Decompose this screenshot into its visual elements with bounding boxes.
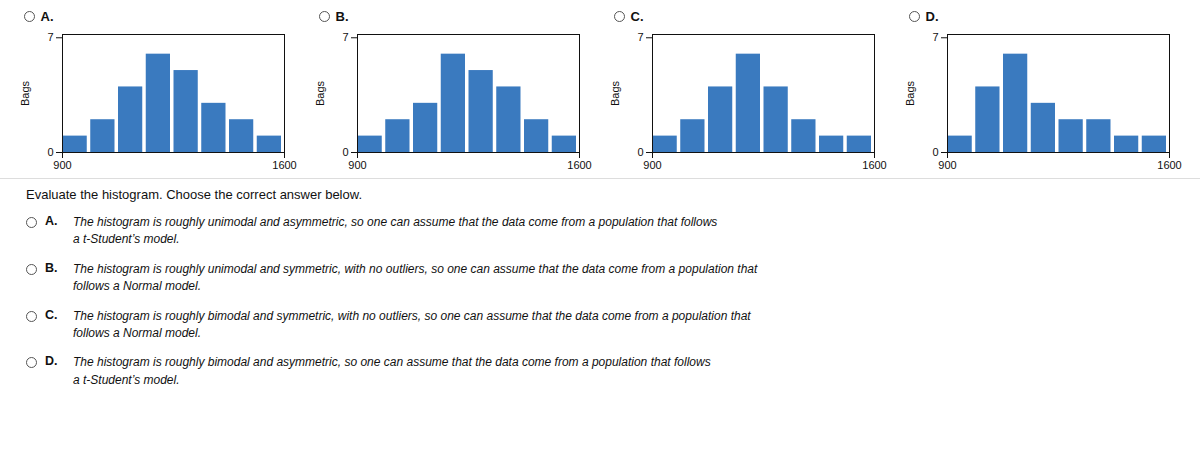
svg-text:900: 900 [938,159,956,171]
svg-text:0: 0 [637,146,643,158]
svg-text:900: 900 [53,159,71,171]
html-text:The histogram is roughly unimo: The histogram is roughly unimodal and sy… [73,261,758,294]
html-text:The histogram is roughly bimod: The histogram is roughly bimodal and asy… [73,355,711,387]
svg-text:900: 900 [348,159,366,171]
html-text:B.: B. [335,8,349,24]
svg-text:0: 0 [342,146,348,158]
svg-text:Bags: Bags [19,80,31,106]
svg-text:Bags: Bags [904,80,916,106]
svg-text:1600: 1600 [567,159,591,171]
html-text:A.: A. [40,8,54,24]
html-text:A.: A. [45,214,58,228]
svg-text:Bags: Bags [314,80,326,106]
svg-text:7: 7 [47,31,53,43]
html-text:C.: C. [630,8,644,24]
svg-text:7: 7 [637,31,643,43]
html-text:D.: D. [925,8,939,24]
html-text:B.: B. [45,260,58,275]
html-text:D.: D. [45,354,58,369]
svg-text:0: 0 [932,146,938,158]
html-text:Evaluate the histogram. Choose: Evaluate the histogram. Choose the corre… [26,187,362,202]
svg-text:900: 900 [643,159,661,171]
svg-text:7: 7 [342,31,348,43]
svg-text:1600: 1600 [272,159,296,171]
svg-text:1600: 1600 [1157,159,1181,171]
svg-text:0: 0 [47,146,53,158]
html-text:C.: C. [45,307,58,322]
html-text:The histogram is roughly bimod: The histogram is roughly bimodal and sym… [73,308,751,340]
svg-text:1600: 1600 [862,159,886,171]
svg-text:7: 7 [932,31,938,43]
svg-text:Bags: Bags [609,80,621,106]
html-text:The histogram is roughly unimo: The histogram is roughly unimodal and as… [73,215,718,247]
